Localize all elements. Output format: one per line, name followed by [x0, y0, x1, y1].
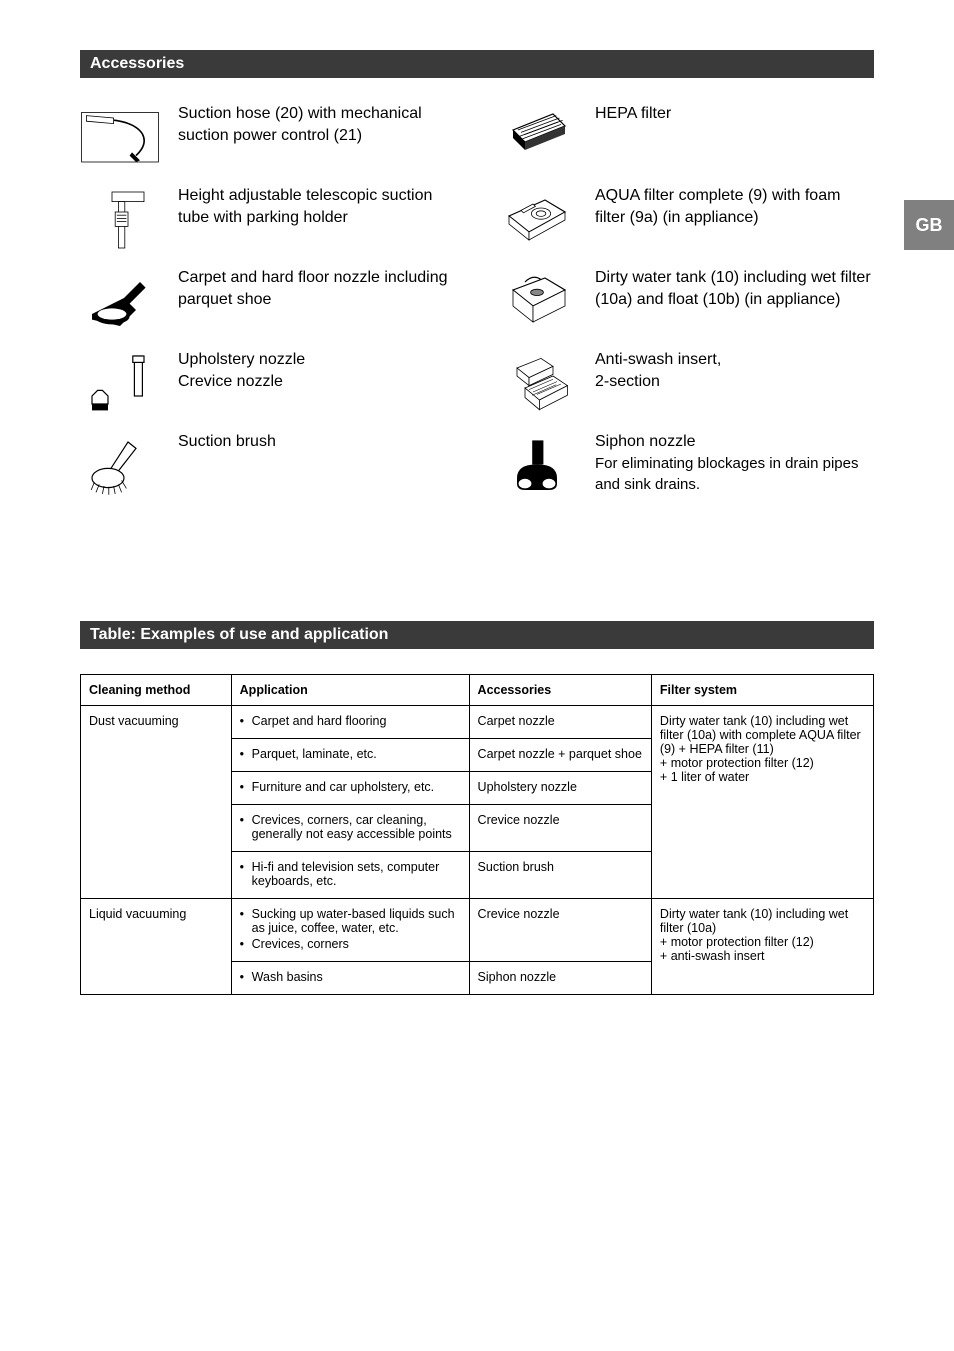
accessory-cell: Crevice nozzle	[469, 805, 651, 852]
accessory-item: Suction brush	[80, 431, 457, 501]
accessory-item: AQUA filter complete (9) with foam filte…	[497, 185, 874, 255]
carpet-nozzle-icon	[80, 270, 160, 334]
accessory-cell: Suction brush	[469, 852, 651, 899]
table-header: Table: Examples of use and application	[80, 621, 874, 649]
telescopic-tube-icon	[80, 188, 160, 252]
accessory-text: AQUA filter complete (9) with foam filte…	[595, 185, 874, 228]
accessory-cell: Upholstery nozzle	[469, 772, 651, 805]
accessory-item: Siphon nozzleFor eliminating blockages i…	[497, 431, 874, 501]
accessory-item: Anti-swash insert,2-section	[497, 349, 874, 419]
siphon-nozzle-icon	[497, 434, 577, 498]
table-header-cell: Cleaning method	[81, 675, 232, 706]
accessory-text: Anti-swash insert,2-section	[595, 349, 874, 392]
accessory-cell: Carpet nozzle	[469, 706, 651, 739]
application-cell: Wash basins	[231, 962, 469, 995]
accessory-item: HEPA filter	[497, 103, 874, 173]
application-cell: Parquet, laminate, etc.	[231, 739, 469, 772]
method-cell: Dust vacuuming	[81, 706, 232, 899]
table-header-cell: Application	[231, 675, 469, 706]
accessory-text: HEPA filter	[595, 103, 874, 125]
accessories-header: Accessories	[80, 50, 874, 78]
use-table: Cleaning methodApplicationAccessoriesFil…	[80, 674, 874, 995]
accessories-grid: Suction hose (20) with mechanical suctio…	[80, 103, 874, 501]
table-header-cell: Filter system	[651, 675, 873, 706]
accessory-text: Suction brush	[178, 431, 457, 453]
accessory-text: Carpet and hard floor nozzle including p…	[178, 267, 457, 310]
table-row: Dust vacuumingCarpet and hard flooringCa…	[81, 706, 874, 739]
accessory-item: Suction hose (20) with mechanical suctio…	[80, 103, 457, 173]
anti-swash-icon	[497, 352, 577, 416]
filter-cell: Dirty water tank (10) including wet filt…	[651, 706, 873, 899]
accessory-text: Siphon nozzleFor eliminating blockages i…	[595, 431, 874, 496]
table-header-cell: Accessories	[469, 675, 651, 706]
aqua-filter-icon	[497, 188, 577, 252]
accessory-cell: Crevice nozzle	[469, 899, 651, 962]
accessory-cell: Siphon nozzle	[469, 962, 651, 995]
filter-cell: Dirty water tank (10) including wet filt…	[651, 899, 873, 995]
accessory-item: Upholstery nozzleCrevice nozzle	[80, 349, 457, 419]
suction-brush-icon	[80, 434, 160, 498]
accessory-text: Upholstery nozzleCrevice nozzle	[178, 349, 457, 392]
accessory-cell: Carpet nozzle + parquet shoe	[469, 739, 651, 772]
dirty-water-tank-icon	[497, 270, 577, 334]
table-row: Liquid vacuumingSucking up water-based l…	[81, 899, 874, 962]
accessory-item: Dirty water tank (10) including wet filt…	[497, 267, 874, 337]
suction-hose-icon	[80, 106, 160, 170]
upholstery-crevice-icon	[80, 352, 160, 416]
accessory-text: Dirty water tank (10) including wet filt…	[595, 267, 874, 310]
hepa-filter-icon	[497, 106, 577, 170]
accessory-item: Carpet and hard floor nozzle including p…	[80, 267, 457, 337]
accessory-text: Suction hose (20) with mechanical suctio…	[178, 103, 457, 146]
application-cell: Carpet and hard flooring	[231, 706, 469, 739]
application-cell: Sucking up water-based liquids such as j…	[231, 899, 469, 962]
application-cell: Crevices, corners, car cleaning, general…	[231, 805, 469, 852]
accessory-item: Height adjustable telescopic suction tub…	[80, 185, 457, 255]
application-cell: Furniture and car upholstery, etc.	[231, 772, 469, 805]
application-cell: Hi-fi and television sets, computer keyb…	[231, 852, 469, 899]
language-tab: GB	[904, 200, 954, 250]
accessory-text: Height adjustable telescopic suction tub…	[178, 185, 457, 228]
method-cell: Liquid vacuuming	[81, 899, 232, 995]
